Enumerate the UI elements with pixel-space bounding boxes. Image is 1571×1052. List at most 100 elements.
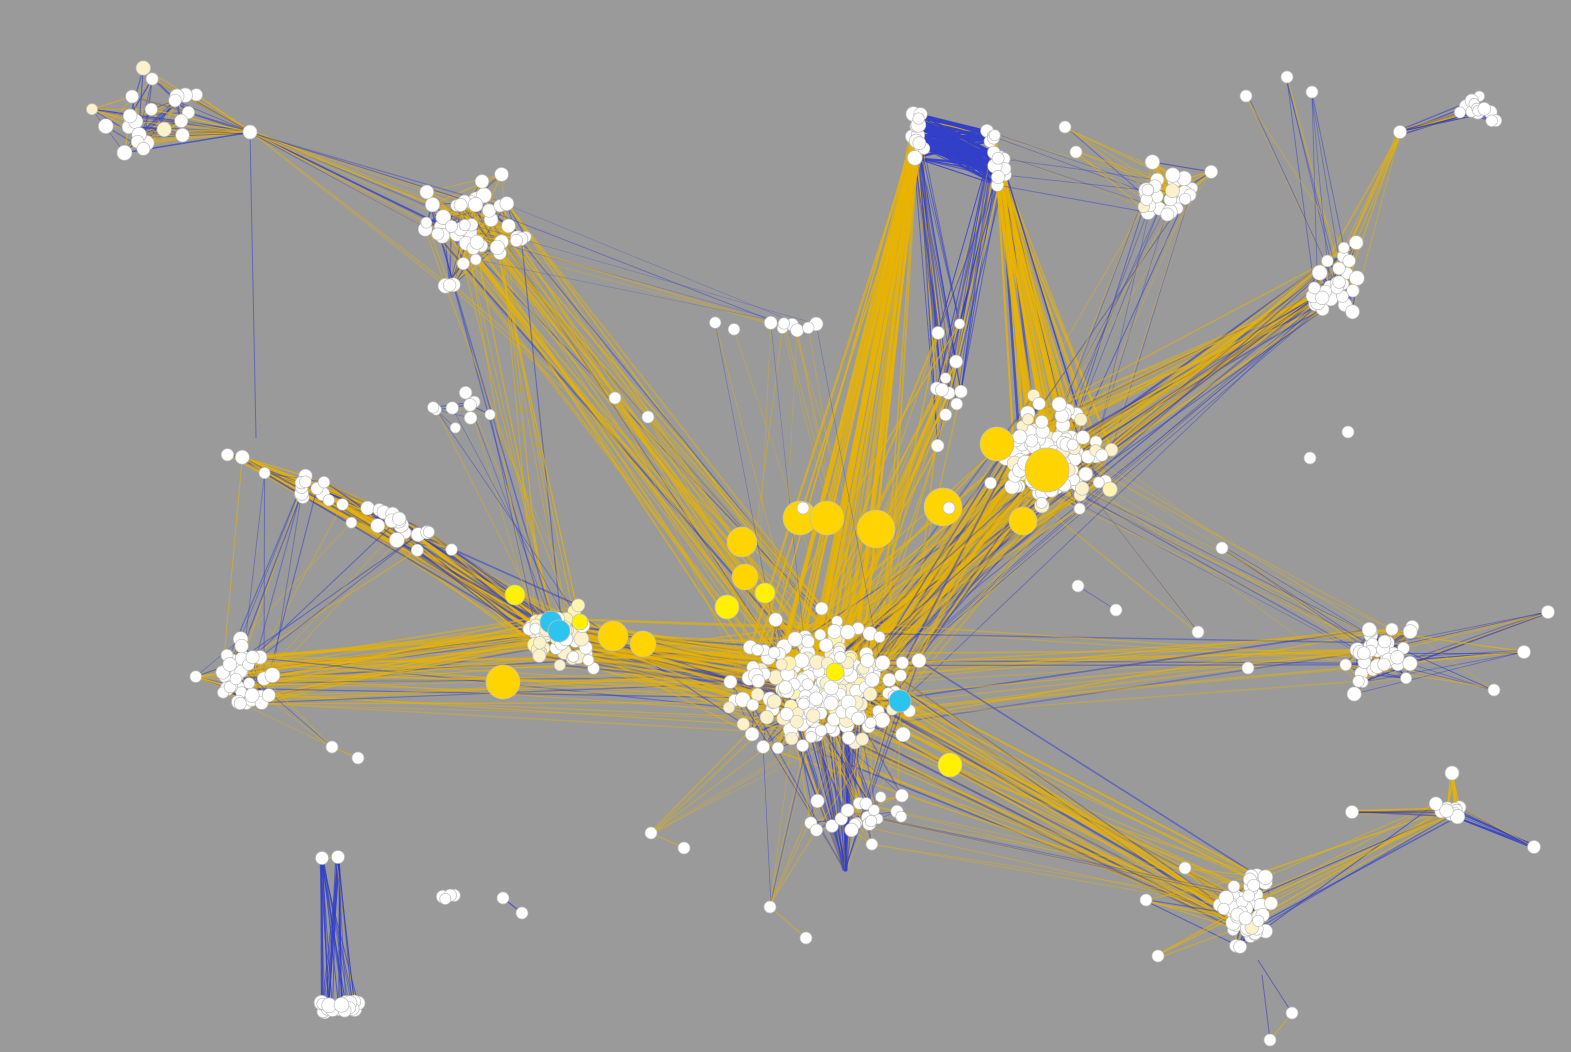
graph-node[interactable] — [722, 701, 736, 714]
graph-node[interactable] — [435, 209, 452, 225]
graph-node[interactable] — [1141, 183, 1155, 197]
graph-node[interactable] — [810, 823, 823, 837]
graph-node[interactable] — [1160, 207, 1175, 222]
graph-node[interactable] — [1485, 114, 1498, 127]
graph-node[interactable] — [1032, 397, 1046, 411]
graph-node[interactable] — [1022, 413, 1034, 426]
graph-node[interactable] — [1349, 270, 1365, 286]
graph-node[interactable] — [806, 708, 821, 723]
graph-node[interactable] — [419, 184, 435, 200]
graph-node[interactable] — [790, 714, 804, 729]
graph-node[interactable] — [1144, 154, 1160, 170]
graph-node[interactable] — [751, 674, 766, 688]
graph-node[interactable] — [494, 167, 509, 182]
graph-node[interactable] — [723, 675, 738, 689]
graph-node[interactable] — [156, 121, 172, 137]
graph-node[interactable] — [243, 677, 256, 690]
graph-node[interactable] — [1066, 438, 1079, 451]
graph-node[interactable] — [1012, 429, 1028, 445]
graph-node[interactable] — [759, 710, 774, 725]
graph-node[interactable] — [768, 646, 781, 659]
graph-node[interactable] — [469, 253, 482, 266]
graph-node[interactable] — [939, 408, 953, 422]
graph-node[interactable] — [370, 518, 386, 534]
graph-node[interactable] — [801, 634, 815, 649]
graph-node[interactable] — [1342, 254, 1356, 268]
graph-node[interactable] — [116, 144, 133, 161]
graph-node[interactable] — [499, 196, 515, 211]
graph-node[interactable] — [501, 218, 516, 234]
graph-node[interactable] — [317, 476, 331, 489]
graph-node[interactable] — [345, 516, 358, 529]
graph-node[interactable] — [1332, 261, 1346, 276]
graph-node[interactable] — [360, 500, 375, 516]
graph-node[interactable] — [907, 150, 923, 166]
graph-node[interactable] — [935, 382, 949, 397]
graph-node[interactable] — [797, 697, 810, 710]
graph-node[interactable] — [751, 643, 764, 657]
graph-node[interactable] — [444, 219, 458, 233]
graph-node[interactable] — [1477, 102, 1491, 116]
graph-node[interactable] — [1165, 167, 1181, 183]
graph-node[interactable] — [875, 791, 887, 803]
graph-node[interactable] — [930, 439, 945, 453]
graph-node[interactable] — [736, 717, 750, 731]
graph-node[interactable] — [859, 797, 873, 811]
graph-node[interactable] — [912, 136, 927, 150]
graph-node[interactable] — [827, 624, 842, 639]
graph-node[interactable] — [410, 543, 424, 557]
graph-node[interactable] — [458, 219, 471, 231]
graph-node[interactable] — [468, 197, 484, 213]
graph-node[interactable] — [532, 648, 547, 663]
graph-node[interactable] — [244, 687, 260, 703]
graph-node[interactable] — [1078, 466, 1093, 482]
graph-node[interactable] — [787, 631, 803, 647]
graph-node[interactable] — [175, 128, 190, 143]
graph-node[interactable] — [954, 318, 966, 330]
graph-node[interactable] — [895, 788, 909, 803]
graph-node[interactable] — [431, 227, 445, 241]
graph-node[interactable] — [509, 234, 523, 247]
graph-node[interactable] — [144, 102, 158, 116]
graph-node[interactable] — [874, 712, 891, 729]
graph-node[interactable] — [453, 198, 468, 212]
graph-node[interactable] — [864, 672, 880, 688]
graph-node[interactable] — [775, 658, 788, 671]
graph-node[interactable] — [931, 326, 945, 340]
graph-node[interactable] — [553, 659, 566, 672]
graph-node[interactable] — [1102, 481, 1118, 497]
graph-node[interactable] — [1092, 476, 1105, 489]
graph-node[interactable] — [815, 601, 829, 616]
graph-node[interactable] — [841, 730, 856, 745]
graph-node[interactable] — [1179, 192, 1192, 206]
graph-node[interactable] — [1348, 235, 1364, 250]
graph-node[interactable] — [949, 354, 963, 369]
graph-node[interactable] — [1332, 275, 1346, 289]
graph-node[interactable] — [868, 804, 880, 816]
graph-node[interactable] — [991, 170, 1006, 185]
graph-node[interactable] — [840, 803, 855, 817]
graph-node[interactable] — [1074, 413, 1088, 427]
graph-node[interactable] — [954, 384, 968, 399]
graph-node[interactable] — [882, 672, 897, 687]
graph-node[interactable] — [991, 151, 1005, 165]
graph-node[interactable] — [767, 694, 782, 709]
graph-node[interactable] — [950, 397, 963, 411]
graph-node[interactable] — [778, 680, 793, 695]
graph-node[interactable] — [864, 716, 877, 729]
graph-node[interactable] — [233, 697, 247, 711]
graph-node[interactable] — [125, 89, 139, 104]
graph-node[interactable] — [863, 687, 878, 702]
graph-node[interactable] — [135, 60, 151, 76]
graph-node[interactable] — [815, 724, 828, 737]
graph-node[interactable] — [98, 118, 114, 134]
graph-node[interactable] — [796, 739, 809, 752]
graph-node[interactable] — [220, 448, 235, 462]
graph-node[interactable] — [894, 669, 907, 682]
graph-node[interactable] — [533, 636, 547, 650]
graph-node[interactable] — [744, 727, 760, 742]
graph-node[interactable] — [1025, 434, 1039, 448]
graph-node[interactable] — [834, 651, 847, 664]
graph-node[interactable] — [808, 691, 824, 707]
graph-node[interactable] — [855, 732, 869, 746]
